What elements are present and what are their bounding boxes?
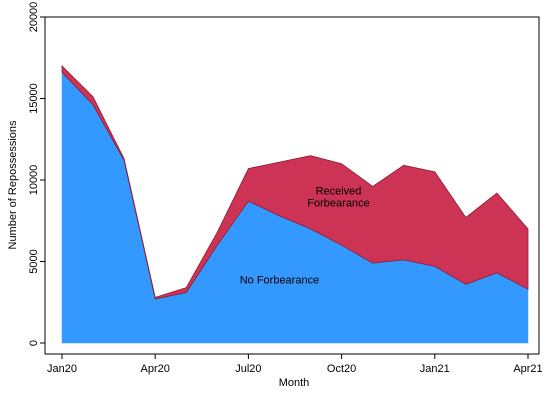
x-tick-label-Apr21: Apr21 xyxy=(513,363,542,375)
x-axis-title: Month xyxy=(279,377,310,389)
y-axis: 0 5000 10000 15000 20000 xyxy=(28,2,45,346)
annotation-0-line-1: Forbearance xyxy=(307,197,369,209)
x-tick-label-Apr20: Apr20 xyxy=(141,363,170,375)
y-tick-label-10000: 10000 xyxy=(28,165,40,196)
x-axis: Jan20 Apr20 Jul20 Oct20 Jan21 Apr21 xyxy=(47,354,543,375)
x-tick-label-Jul20: Jul20 xyxy=(235,363,261,375)
y-tick-label-20000: 20000 xyxy=(28,2,40,33)
annotation-1-line-0: No Forbearance xyxy=(240,274,320,286)
y-axis-title: Number of Repossessions xyxy=(7,120,19,250)
y-tick-label-0: 0 xyxy=(28,340,40,346)
y-tick-label-15000: 15000 xyxy=(28,83,40,114)
area-received-forbearance xyxy=(61,64,529,300)
annotation-0-line-0: Received xyxy=(316,185,362,197)
x-tick-label-Jan21: Jan21 xyxy=(420,363,450,375)
area-layer xyxy=(61,64,529,344)
y-tick-label-5000: 5000 xyxy=(28,249,40,273)
plot-frame xyxy=(44,16,540,355)
x-tick-label-Jan20: Jan20 xyxy=(47,363,77,375)
x-tick-label-Oct20: Oct20 xyxy=(327,363,356,375)
